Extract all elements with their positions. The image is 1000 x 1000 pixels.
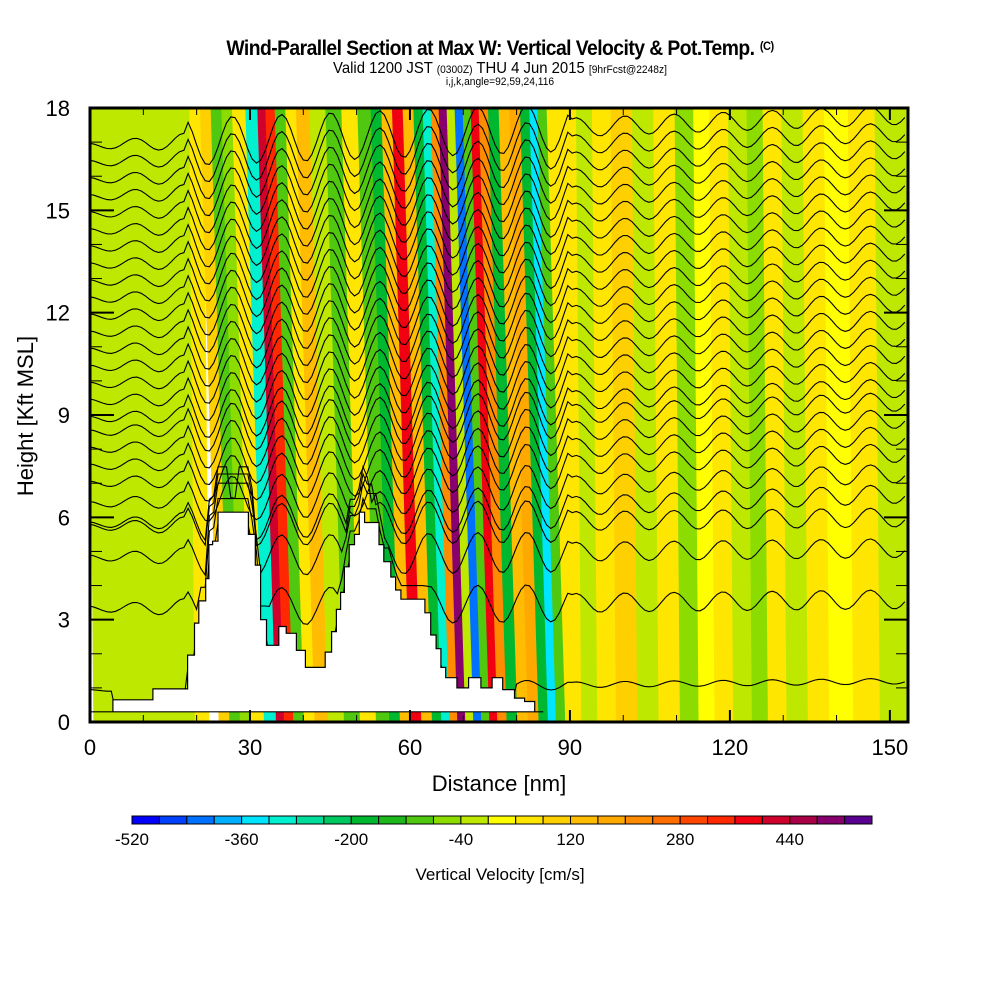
colorbar-tick-label: -360 xyxy=(225,830,259,849)
valid-time-utc: (0300Z) xyxy=(436,64,473,76)
colorbar-tick-label: 280 xyxy=(666,830,694,849)
y-axis-label: Height [Kft MSL] xyxy=(13,336,38,496)
theta-contour xyxy=(90,344,906,404)
colorbar-tick-label: 440 xyxy=(776,830,804,849)
colorbar-segment xyxy=(186,815,215,825)
theta-contour xyxy=(90,426,906,486)
colorbar-segment xyxy=(241,815,270,825)
theta-contour xyxy=(90,173,906,234)
theta-contour xyxy=(90,275,906,336)
colorbar-segment xyxy=(597,815,626,825)
theta-contour xyxy=(90,378,906,438)
colorbar-segment xyxy=(295,815,325,825)
y-axis: 0 3 6 9 12 15 18 xyxy=(46,96,908,735)
theta-contour xyxy=(90,241,906,302)
colorbar-segment xyxy=(487,815,517,825)
colorbar-segment xyxy=(158,815,188,825)
y-tick-label: 18 xyxy=(46,96,70,121)
theta-contour xyxy=(90,326,906,387)
colorbar-segment xyxy=(734,815,763,825)
valid-time-local: Valid 1200 JST xyxy=(333,60,433,77)
forecast-info: [9hrFcst@2248z] xyxy=(588,64,667,76)
colorbar-segment xyxy=(844,815,873,825)
theta-contour xyxy=(90,258,906,319)
theta-contour xyxy=(90,207,906,268)
colorbar-segment xyxy=(460,815,489,825)
valid-date: THU 4 Jun 2015 xyxy=(476,60,585,77)
x-tick-label: 60 xyxy=(398,735,422,760)
colorbar-segment xyxy=(350,815,380,825)
theta-contour xyxy=(90,156,906,217)
section-indices: i,j,k,angle=92,59,24,116 xyxy=(445,76,555,88)
theta-contour xyxy=(90,122,906,183)
y-tick-label: 6 xyxy=(58,505,70,530)
terrain xyxy=(90,511,544,713)
colorbar-segment xyxy=(213,815,243,825)
colorbar-label: Vertical Velocity [cm/s] xyxy=(415,865,584,884)
theta-contour xyxy=(90,496,906,625)
colorbar-segment xyxy=(789,815,818,825)
theta-contour xyxy=(90,464,906,542)
colorbar-segment xyxy=(707,815,736,825)
colorbar-segment xyxy=(268,815,297,825)
theta-contour xyxy=(90,408,906,469)
colorbar-segment xyxy=(432,815,462,825)
theta-contour xyxy=(90,360,906,421)
y-tick-label: 3 xyxy=(58,608,70,633)
x-tick-label: 120 xyxy=(712,735,749,760)
y-tick-label: 12 xyxy=(46,301,70,326)
colorbar-segment xyxy=(542,815,572,825)
colorbar-segment xyxy=(816,815,846,825)
chart-subtitle: Valid 1200 JST (0300Z) THU 4 Jun 2015 [9… xyxy=(35,60,965,78)
velocity-band xyxy=(114,108,172,722)
colorbar-segment xyxy=(624,815,654,825)
velocity-band xyxy=(295,108,332,722)
theta-contours xyxy=(90,108,906,712)
colorbar-segment xyxy=(679,815,709,825)
theta-contour xyxy=(90,292,906,353)
colorbar-segment xyxy=(570,815,599,825)
title-text: Wind-Parallel Section at Max W: Vertical… xyxy=(226,37,755,60)
theta-contour xyxy=(90,391,906,452)
y-tick-label: 15 xyxy=(46,198,70,223)
terrain-profile xyxy=(90,511,544,713)
x-tick-label: 150 xyxy=(872,735,909,760)
x-tick-label: 30 xyxy=(238,735,262,760)
theta-contour xyxy=(90,472,906,547)
colorbar-segment xyxy=(405,815,434,825)
colorbar-tick-label: -520 xyxy=(115,830,149,849)
velocity-band xyxy=(189,108,210,722)
colorbar-segment xyxy=(323,815,352,825)
colorbar-segment xyxy=(652,815,681,825)
colorbar: -520 -360 -200 -40 120 280 440 xyxy=(115,815,873,849)
x-axis-label: Distance [nm] xyxy=(432,771,567,796)
colorbar-segment xyxy=(761,815,791,825)
theta-contour xyxy=(90,464,906,522)
colorbar-segment xyxy=(515,815,544,825)
theta-contour xyxy=(90,190,906,251)
chart-title: Wind-Parallel Section at Max W: Vertical… xyxy=(40,37,960,61)
copyright-mark: (C) xyxy=(759,39,774,53)
y-tick-label: 9 xyxy=(58,403,70,428)
x-axis: 0 30 60 90 120 150 xyxy=(84,108,908,760)
theta-contour xyxy=(90,309,906,370)
theta-contour xyxy=(90,139,906,200)
y-tick-label: 0 xyxy=(58,710,70,735)
colorbar-segment xyxy=(378,815,407,825)
theta-contour xyxy=(90,224,906,285)
x-tick-label: 90 xyxy=(558,735,582,760)
colorbar-tick-label: -40 xyxy=(449,830,474,849)
x-tick-label: 0 xyxy=(84,735,96,760)
colorbar-tick-label: 120 xyxy=(556,830,584,849)
theta-contour xyxy=(90,443,906,502)
theta-contour xyxy=(90,108,906,165)
colorbar-tick-label: -200 xyxy=(334,830,368,849)
velocity-band xyxy=(309,108,348,722)
colorbar-segment xyxy=(131,815,160,825)
